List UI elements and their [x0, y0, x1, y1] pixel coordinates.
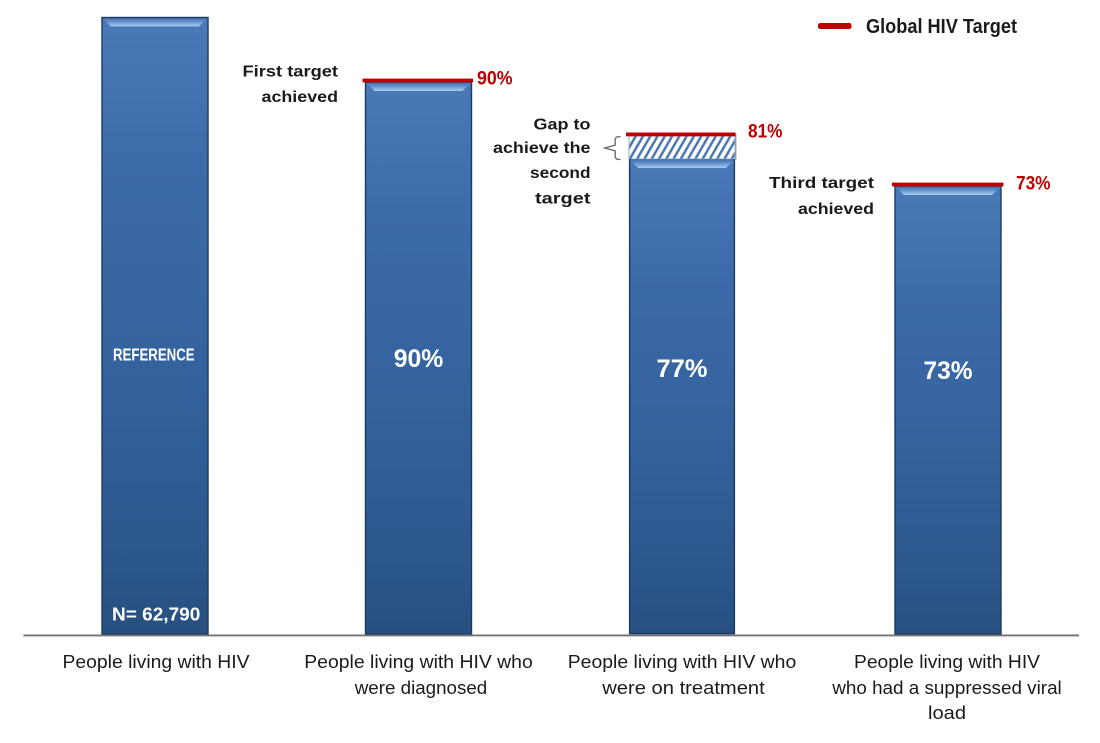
svg-text:People living with HIV who: People living with HIV who — [568, 652, 797, 672]
svg-text:achieved: achieved — [262, 89, 339, 106]
svg-text:First target: First target — [243, 64, 339, 81]
svg-text:target: target — [535, 191, 591, 208]
svg-text:were on treatment: were on treatment — [601, 678, 765, 698]
svg-text:Gap to: Gap to — [534, 117, 591, 134]
svg-text:second: second — [530, 165, 591, 182]
svg-text:achieve the: achieve the — [493, 140, 591, 157]
svg-text:People living with HIV: People living with HIV — [854, 652, 1040, 672]
svg-text:73%: 73% — [924, 357, 973, 385]
svg-text:Global HIV Target: Global HIV Target — [866, 16, 1017, 38]
svg-text:90%: 90% — [394, 345, 444, 373]
svg-text:90%: 90% — [477, 68, 513, 90]
svg-text:Third target: Third target — [769, 175, 874, 192]
svg-text:N= 62,790: N= 62,790 — [112, 604, 200, 625]
svg-text:77%: 77% — [657, 355, 708, 383]
svg-text:81%: 81% — [748, 121, 783, 143]
svg-text:who had a suppressed viral: who had a suppressed viral — [831, 678, 1062, 698]
svg-text:achieved: achieved — [798, 201, 874, 218]
svg-text:People living with HIV who: People living with HIV who — [304, 652, 533, 672]
svg-text:load: load — [928, 703, 966, 723]
svg-text:People living with HIV: People living with HIV — [63, 652, 250, 672]
svg-text:73%: 73% — [1016, 173, 1051, 195]
svg-text:were diagnosed: were diagnosed — [354, 678, 488, 698]
svg-text:REFERENCE: REFERENCE — [113, 345, 195, 365]
